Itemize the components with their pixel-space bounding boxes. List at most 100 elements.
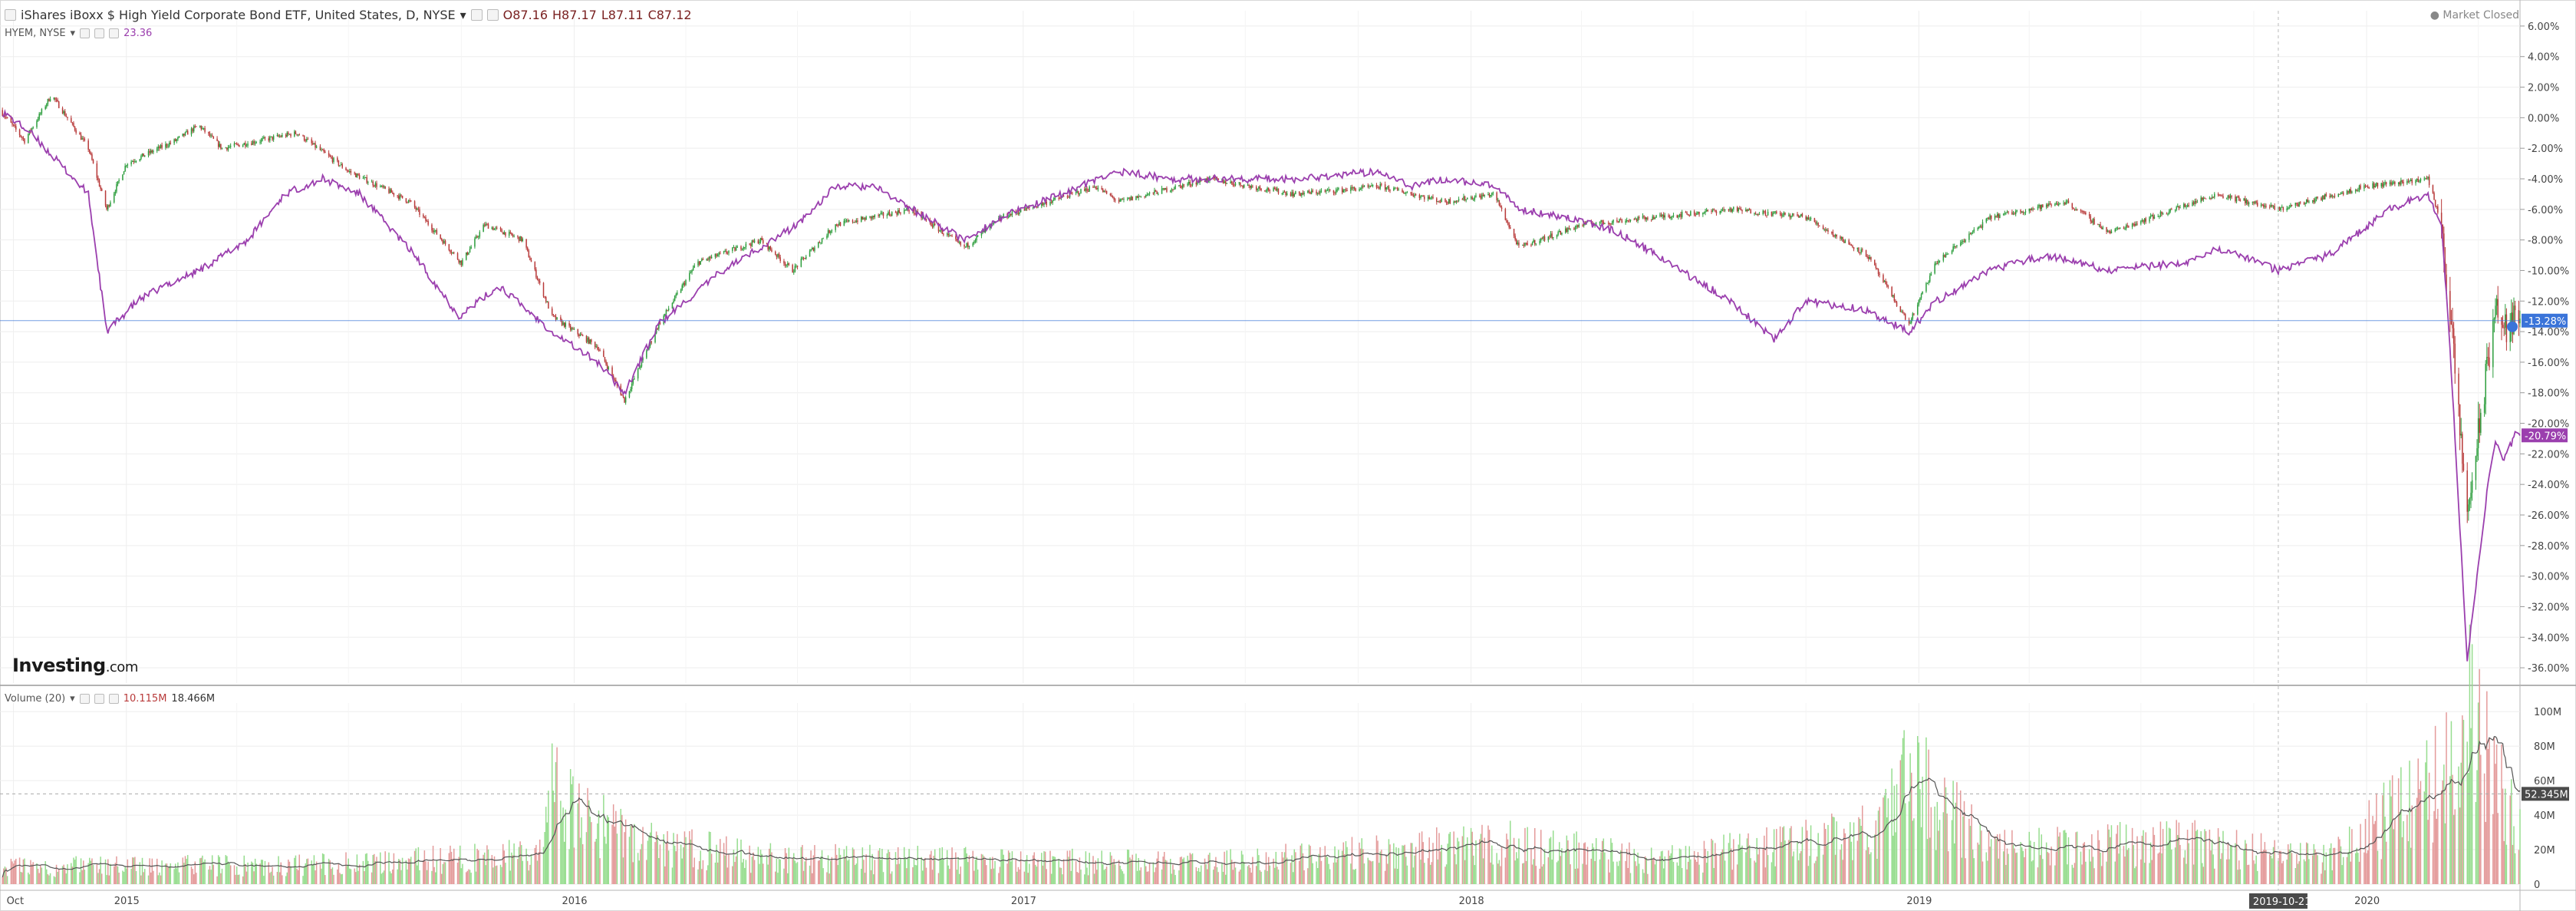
candle-body: [1693, 211, 1695, 215]
candle-body: [242, 144, 244, 147]
crosshair-date-label: 2019-10-21: [2253, 896, 2311, 908]
candle-body: [194, 126, 196, 127]
volume-bar: [107, 859, 109, 884]
volume-bar: [1654, 864, 1656, 884]
candle-body: [1647, 217, 1649, 219]
volume-bar: [1902, 738, 1904, 884]
collapse-icon[interactable]: [5, 9, 16, 21]
volume-bar: [2437, 808, 2439, 884]
volume-bar: [161, 860, 163, 884]
candle-body: [684, 282, 686, 286]
volume-label[interactable]: Volume (20): [5, 693, 66, 705]
volume-bar: [2102, 851, 2103, 884]
candle-body: [1899, 306, 1902, 312]
candle-body: [526, 247, 529, 251]
volume-bar: [436, 860, 438, 884]
close-icon[interactable]: [486, 9, 499, 21]
candle-body: [1404, 193, 1405, 194]
candle-body: [708, 256, 710, 260]
candle-body: [2385, 182, 2387, 185]
candle-body: [90, 153, 92, 155]
candle-body: [2037, 206, 2039, 209]
volume-bar: [1363, 863, 1365, 884]
volume-bar: [1962, 816, 1964, 884]
symbol-title[interactable]: iShares iBoxx $ High Yield Corporate Bon…: [21, 8, 456, 22]
candle-body: [2248, 202, 2250, 205]
candle-body: [1638, 216, 1640, 219]
candle-body: [20, 135, 21, 137]
volume-bar: [671, 867, 674, 884]
volume-bar: [2159, 821, 2162, 884]
candle-body: [767, 243, 769, 250]
volume-bar: [735, 856, 737, 884]
candle-body: [2217, 193, 2219, 196]
chevron-down-icon[interactable]: ▾: [70, 28, 76, 39]
volume-bar: [501, 866, 502, 884]
candle-body: [1243, 185, 1245, 188]
volume-bar: [1102, 864, 1104, 884]
candle-body: [2143, 219, 2144, 223]
volume-bar: [741, 862, 743, 884]
compare-symbol[interactable]: HYEM, NYSE: [5, 28, 66, 39]
settings-icon[interactable]: [470, 9, 483, 21]
candle-body: [219, 144, 221, 147]
volume-bar: [1561, 848, 1563, 884]
volume-bar: [209, 866, 211, 884]
close-icon[interactable]: [108, 694, 119, 704]
candle-body: [1302, 193, 1304, 195]
volume-bar: [1586, 847, 1589, 884]
volume-bar: [1118, 860, 1120, 884]
visibility-icon[interactable]: [94, 28, 105, 38]
visibility-icon[interactable]: [94, 694, 104, 704]
volume-bar: [225, 855, 227, 884]
volume-bar: [1234, 862, 1235, 884]
volume-bar: [710, 831, 711, 884]
volume-bar: [151, 858, 153, 884]
candle-body: [431, 224, 433, 231]
candle-body: [683, 282, 684, 286]
volume-bar: [2171, 849, 2172, 884]
candle-body: [1463, 196, 1464, 200]
chevron-down-icon[interactable]: ▾: [460, 8, 466, 22]
candle-body: [1096, 188, 1098, 190]
candle-body: [630, 388, 631, 391]
settings-icon[interactable]: [79, 694, 90, 704]
candle-body: [364, 177, 365, 179]
candle-body: [1371, 185, 1372, 186]
volume-bar: [1372, 860, 1374, 884]
volume-bar: [2265, 850, 2267, 884]
volume-bar: [2247, 865, 2248, 884]
volume-bar: [1490, 862, 1491, 884]
candle-body: [143, 155, 146, 157]
volume-bar: [1625, 860, 1626, 884]
volume-bar: [769, 843, 772, 884]
candle-body: [1750, 210, 1751, 214]
candle-body: [664, 313, 666, 316]
volume-bar: [539, 839, 541, 884]
candle-body: [2489, 357, 2490, 368]
volume-bar: [1736, 864, 1738, 884]
candle-body: [1217, 178, 1219, 180]
candle-body: [1968, 233, 1970, 240]
candle-body: [247, 144, 249, 146]
candle-body: [1242, 186, 1244, 188]
volume-bar: [2100, 866, 2103, 884]
volume-bar: [1103, 870, 1105, 884]
market-status: ● Market Closed: [2429, 9, 2519, 21]
volume-bar: [295, 855, 297, 884]
close-icon[interactable]: [109, 28, 120, 38]
candle-body: [1260, 188, 1262, 190]
settings-icon[interactable]: [80, 28, 91, 38]
volume-bar: [1934, 806, 1935, 884]
volume-bar: [1148, 871, 1149, 884]
volume-bar: [2031, 861, 2033, 884]
candle-body: [83, 138, 84, 140]
volume-bar: [431, 870, 433, 884]
volume-bar: [1415, 847, 1417, 884]
volume-bar: [1731, 870, 1733, 884]
chevron-down-icon[interactable]: ▾: [70, 693, 75, 705]
volume-bar: [1590, 858, 1593, 884]
candle-body: [1264, 190, 1266, 191]
candle-body: [1019, 212, 1020, 214]
